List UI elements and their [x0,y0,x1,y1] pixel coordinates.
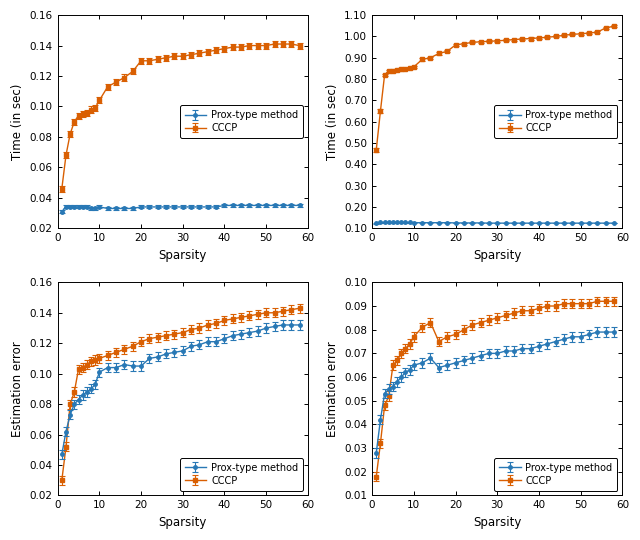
Y-axis label: Estimation error: Estimation error [326,341,339,437]
X-axis label: Sparsity: Sparsity [473,248,522,262]
Legend: Prox-type method, CCCP: Prox-type method, CCCP [494,458,618,491]
X-axis label: Sparsity: Sparsity [159,516,207,529]
Y-axis label: Estimation error: Estimation error [11,341,24,437]
Legend: Prox-type method, CCCP: Prox-type method, CCCP [494,105,618,138]
Legend: Prox-type method, CCCP: Prox-type method, CCCP [180,458,303,491]
Y-axis label: Time (in sec): Time (in sec) [326,84,339,160]
Y-axis label: Time (in sec): Time (in sec) [11,84,24,160]
X-axis label: Sparsity: Sparsity [159,248,207,262]
Legend: Prox-type method, CCCP: Prox-type method, CCCP [180,105,303,138]
X-axis label: Sparsity: Sparsity [473,516,522,529]
